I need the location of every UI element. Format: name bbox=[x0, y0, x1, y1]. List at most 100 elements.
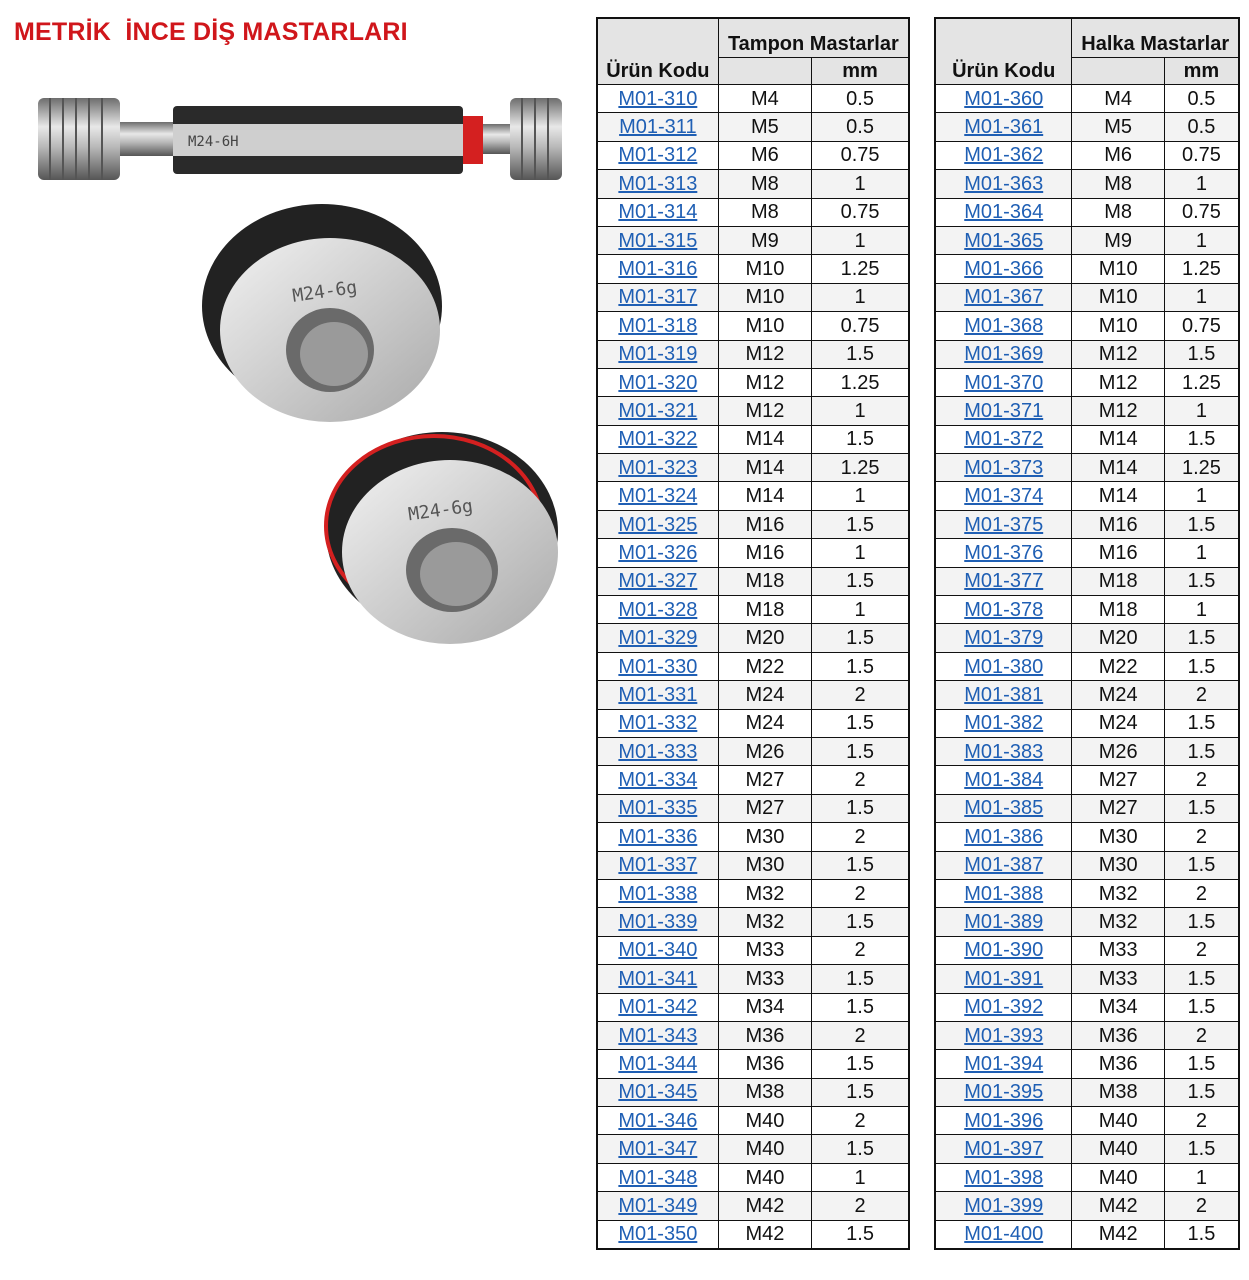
product-code-link[interactable]: M01-315 bbox=[618, 229, 698, 252]
product-code-link[interactable]: M01-326 bbox=[618, 541, 698, 564]
product-code-link[interactable]: M01-393 bbox=[964, 1024, 1044, 1047]
product-code-link[interactable]: M01-377 bbox=[964, 570, 1044, 593]
product-code-link[interactable]: M01-372 bbox=[964, 428, 1044, 451]
product-code-link[interactable]: M01-374 bbox=[964, 485, 1044, 508]
table-row: M01-363 M8 1 bbox=[934, 169, 1240, 199]
product-code-link[interactable]: M01-318 bbox=[618, 314, 698, 337]
thread-size-cell: M38 bbox=[1071, 1077, 1165, 1108]
thread-size-cell: M32 bbox=[717, 907, 813, 937]
product-code-link[interactable]: M01-370 bbox=[964, 371, 1044, 394]
product-code-link[interactable]: M01-319 bbox=[618, 343, 698, 366]
product-code-link[interactable]: M01-390 bbox=[964, 939, 1044, 962]
product-code-link[interactable]: M01-381 bbox=[964, 683, 1044, 706]
product-code-link[interactable]: M01-342 bbox=[618, 996, 698, 1019]
product-code-link[interactable]: M01-392 bbox=[964, 996, 1044, 1019]
product-code-link[interactable]: M01-334 bbox=[618, 769, 698, 792]
product-code-link[interactable]: M01-399 bbox=[964, 1194, 1044, 1217]
product-code-link[interactable]: M01-394 bbox=[964, 1052, 1044, 1075]
product-code-link[interactable]: M01-329 bbox=[618, 627, 698, 650]
product-code-link[interactable]: M01-325 bbox=[618, 513, 698, 536]
product-code-link[interactable]: M01-321 bbox=[618, 399, 698, 422]
product-code-link[interactable]: M01-362 bbox=[964, 144, 1044, 167]
product-code-link[interactable]: M01-336 bbox=[618, 825, 698, 848]
product-code-link[interactable]: M01-375 bbox=[964, 513, 1044, 536]
product-code-link[interactable]: M01-345 bbox=[618, 1081, 698, 1104]
table-row: M01-372 M14 1.5 bbox=[934, 424, 1240, 455]
pitch-cell: 1.5 bbox=[1163, 708, 1240, 738]
table-row: M01-367 M10 1 bbox=[934, 282, 1240, 313]
product-code-link[interactable]: M01-312 bbox=[618, 144, 698, 167]
product-code-link[interactable]: M01-343 bbox=[618, 1024, 698, 1047]
pitch-cell: 2 bbox=[1163, 1191, 1240, 1221]
product-code-link[interactable]: M01-366 bbox=[964, 258, 1044, 281]
thread-size-cell: M12 bbox=[1071, 367, 1165, 398]
product-code-link[interactable]: M01-386 bbox=[964, 825, 1044, 848]
product-code-link[interactable]: M01-385 bbox=[964, 797, 1044, 820]
pitch-column-header: mm bbox=[1163, 57, 1240, 85]
product-code-link[interactable]: M01-360 bbox=[964, 87, 1044, 110]
product-code-link[interactable]: M01-400 bbox=[964, 1223, 1044, 1246]
product-code-link[interactable]: M01-320 bbox=[618, 371, 698, 394]
thread-size-cell: M27 bbox=[1071, 765, 1165, 795]
product-code-link[interactable]: M01-313 bbox=[618, 172, 698, 195]
product-code-link[interactable]: M01-387 bbox=[964, 854, 1044, 877]
product-code-link[interactable]: M01-337 bbox=[618, 854, 698, 877]
product-code-link[interactable]: M01-311 bbox=[619, 116, 697, 139]
product-code-link[interactable]: M01-335 bbox=[618, 797, 698, 820]
plug-gauge-table: Ürün Kodu Tampon Mastarlar mm M01-310 M4 0… bbox=[596, 17, 910, 1251]
product-code-link[interactable]: M01-339 bbox=[618, 911, 698, 934]
product-code-link[interactable]: M01-346 bbox=[618, 1109, 698, 1132]
pitch-cell: 1.5 bbox=[811, 1049, 910, 1079]
product-code-link[interactable]: M01-389 bbox=[964, 911, 1044, 934]
table-row: M01-383 M26 1.5 bbox=[934, 736, 1240, 767]
product-code-link[interactable]: M01-382 bbox=[964, 712, 1044, 735]
product-code-link[interactable]: M01-396 bbox=[964, 1109, 1044, 1132]
product-code-link[interactable]: M01-368 bbox=[964, 314, 1044, 337]
product-code-link[interactable]: M01-341 bbox=[618, 967, 698, 990]
product-code-link[interactable]: M01-322 bbox=[618, 428, 698, 451]
product-code-link[interactable]: M01-373 bbox=[964, 456, 1044, 479]
product-code-link[interactable]: M01-349 bbox=[618, 1194, 698, 1217]
table-row: M01-329 M20 1.5 bbox=[596, 623, 910, 653]
product-code-link[interactable]: M01-383 bbox=[964, 740, 1044, 763]
product-code-link[interactable]: M01-365 bbox=[964, 229, 1044, 252]
product-code-link[interactable]: M01-340 bbox=[618, 939, 698, 962]
product-code-link[interactable]: M01-388 bbox=[964, 882, 1044, 905]
product-code-link[interactable]: M01-348 bbox=[618, 1166, 698, 1189]
product-code-link[interactable]: M01-380 bbox=[964, 655, 1044, 678]
thread-size-cell: M18 bbox=[1071, 595, 1165, 625]
product-code-link[interactable]: M01-324 bbox=[618, 485, 698, 508]
product-code-link[interactable]: M01-338 bbox=[618, 882, 698, 905]
product-code-link[interactable]: M01-316 bbox=[618, 258, 698, 281]
pitch-cell: 0.75 bbox=[1163, 197, 1240, 227]
product-code-link[interactable]: M01-371 bbox=[964, 399, 1044, 422]
product-code-link[interactable]: M01-333 bbox=[618, 740, 698, 763]
pitch-cell: 1.5 bbox=[811, 1219, 910, 1250]
product-code-link[interactable]: M01-398 bbox=[964, 1166, 1044, 1189]
product-code-link[interactable]: M01-317 bbox=[618, 286, 698, 309]
product-code-link[interactable]: M01-331 bbox=[618, 683, 698, 706]
product-code-link[interactable]: M01-332 bbox=[618, 712, 698, 735]
product-code-link[interactable]: M01-395 bbox=[964, 1081, 1044, 1104]
product-code-link[interactable]: M01-327 bbox=[618, 570, 698, 593]
product-code-link[interactable]: M01-323 bbox=[618, 456, 698, 479]
product-code-link[interactable]: M01-347 bbox=[618, 1138, 698, 1161]
product-code-link[interactable]: M01-361 bbox=[964, 116, 1044, 139]
product-code-link[interactable]: M01-384 bbox=[964, 769, 1044, 792]
product-code-link[interactable]: M01-344 bbox=[618, 1052, 698, 1075]
product-code-link[interactable]: M01-369 bbox=[964, 343, 1044, 366]
product-code-link[interactable]: M01-314 bbox=[618, 201, 698, 224]
product-code-link[interactable]: M01-378 bbox=[964, 598, 1044, 621]
product-code-link[interactable]: M01-376 bbox=[964, 541, 1044, 564]
product-code-link[interactable]: M01-367 bbox=[964, 286, 1044, 309]
product-code-link[interactable]: M01-397 bbox=[964, 1138, 1044, 1161]
pitch-cell: 1.5 bbox=[1163, 850, 1240, 880]
product-code-link[interactable]: M01-364 bbox=[964, 201, 1044, 224]
product-code-link[interactable]: M01-310 bbox=[618, 87, 698, 110]
product-code-link[interactable]: M01-330 bbox=[618, 655, 698, 678]
product-code-link[interactable]: M01-379 bbox=[964, 627, 1044, 650]
product-code-link[interactable]: M01-363 bbox=[964, 172, 1044, 195]
product-code-link[interactable]: M01-328 bbox=[618, 598, 698, 621]
product-code-link[interactable]: M01-350 bbox=[618, 1223, 698, 1246]
product-code-link[interactable]: M01-391 bbox=[964, 967, 1044, 990]
